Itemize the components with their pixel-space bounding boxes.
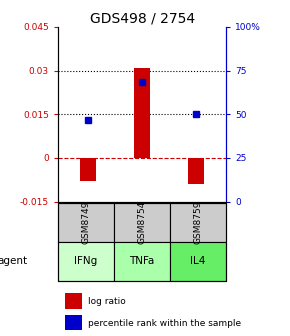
Text: GSM8759: GSM8759 <box>194 201 203 244</box>
Bar <box>170 203 226 242</box>
Bar <box>64 315 82 331</box>
Bar <box>80 158 96 181</box>
Text: GSM8754: GSM8754 <box>137 201 147 244</box>
Text: log ratio: log ratio <box>88 297 126 306</box>
Bar <box>114 203 170 242</box>
Text: agent: agent <box>0 256 27 266</box>
Text: GSM8749: GSM8749 <box>81 201 90 244</box>
Bar <box>170 242 226 281</box>
Bar <box>58 242 114 281</box>
Text: IFNg: IFNg <box>75 256 98 266</box>
Text: percentile rank within the sample: percentile rank within the sample <box>88 319 242 328</box>
Bar <box>58 203 114 242</box>
Bar <box>188 158 204 184</box>
Text: TNFa: TNFa <box>129 256 155 266</box>
Bar <box>64 293 82 308</box>
Bar <box>114 242 170 281</box>
Bar <box>134 68 150 158</box>
Title: GDS498 / 2754: GDS498 / 2754 <box>90 12 195 26</box>
Text: IL4: IL4 <box>191 256 206 266</box>
